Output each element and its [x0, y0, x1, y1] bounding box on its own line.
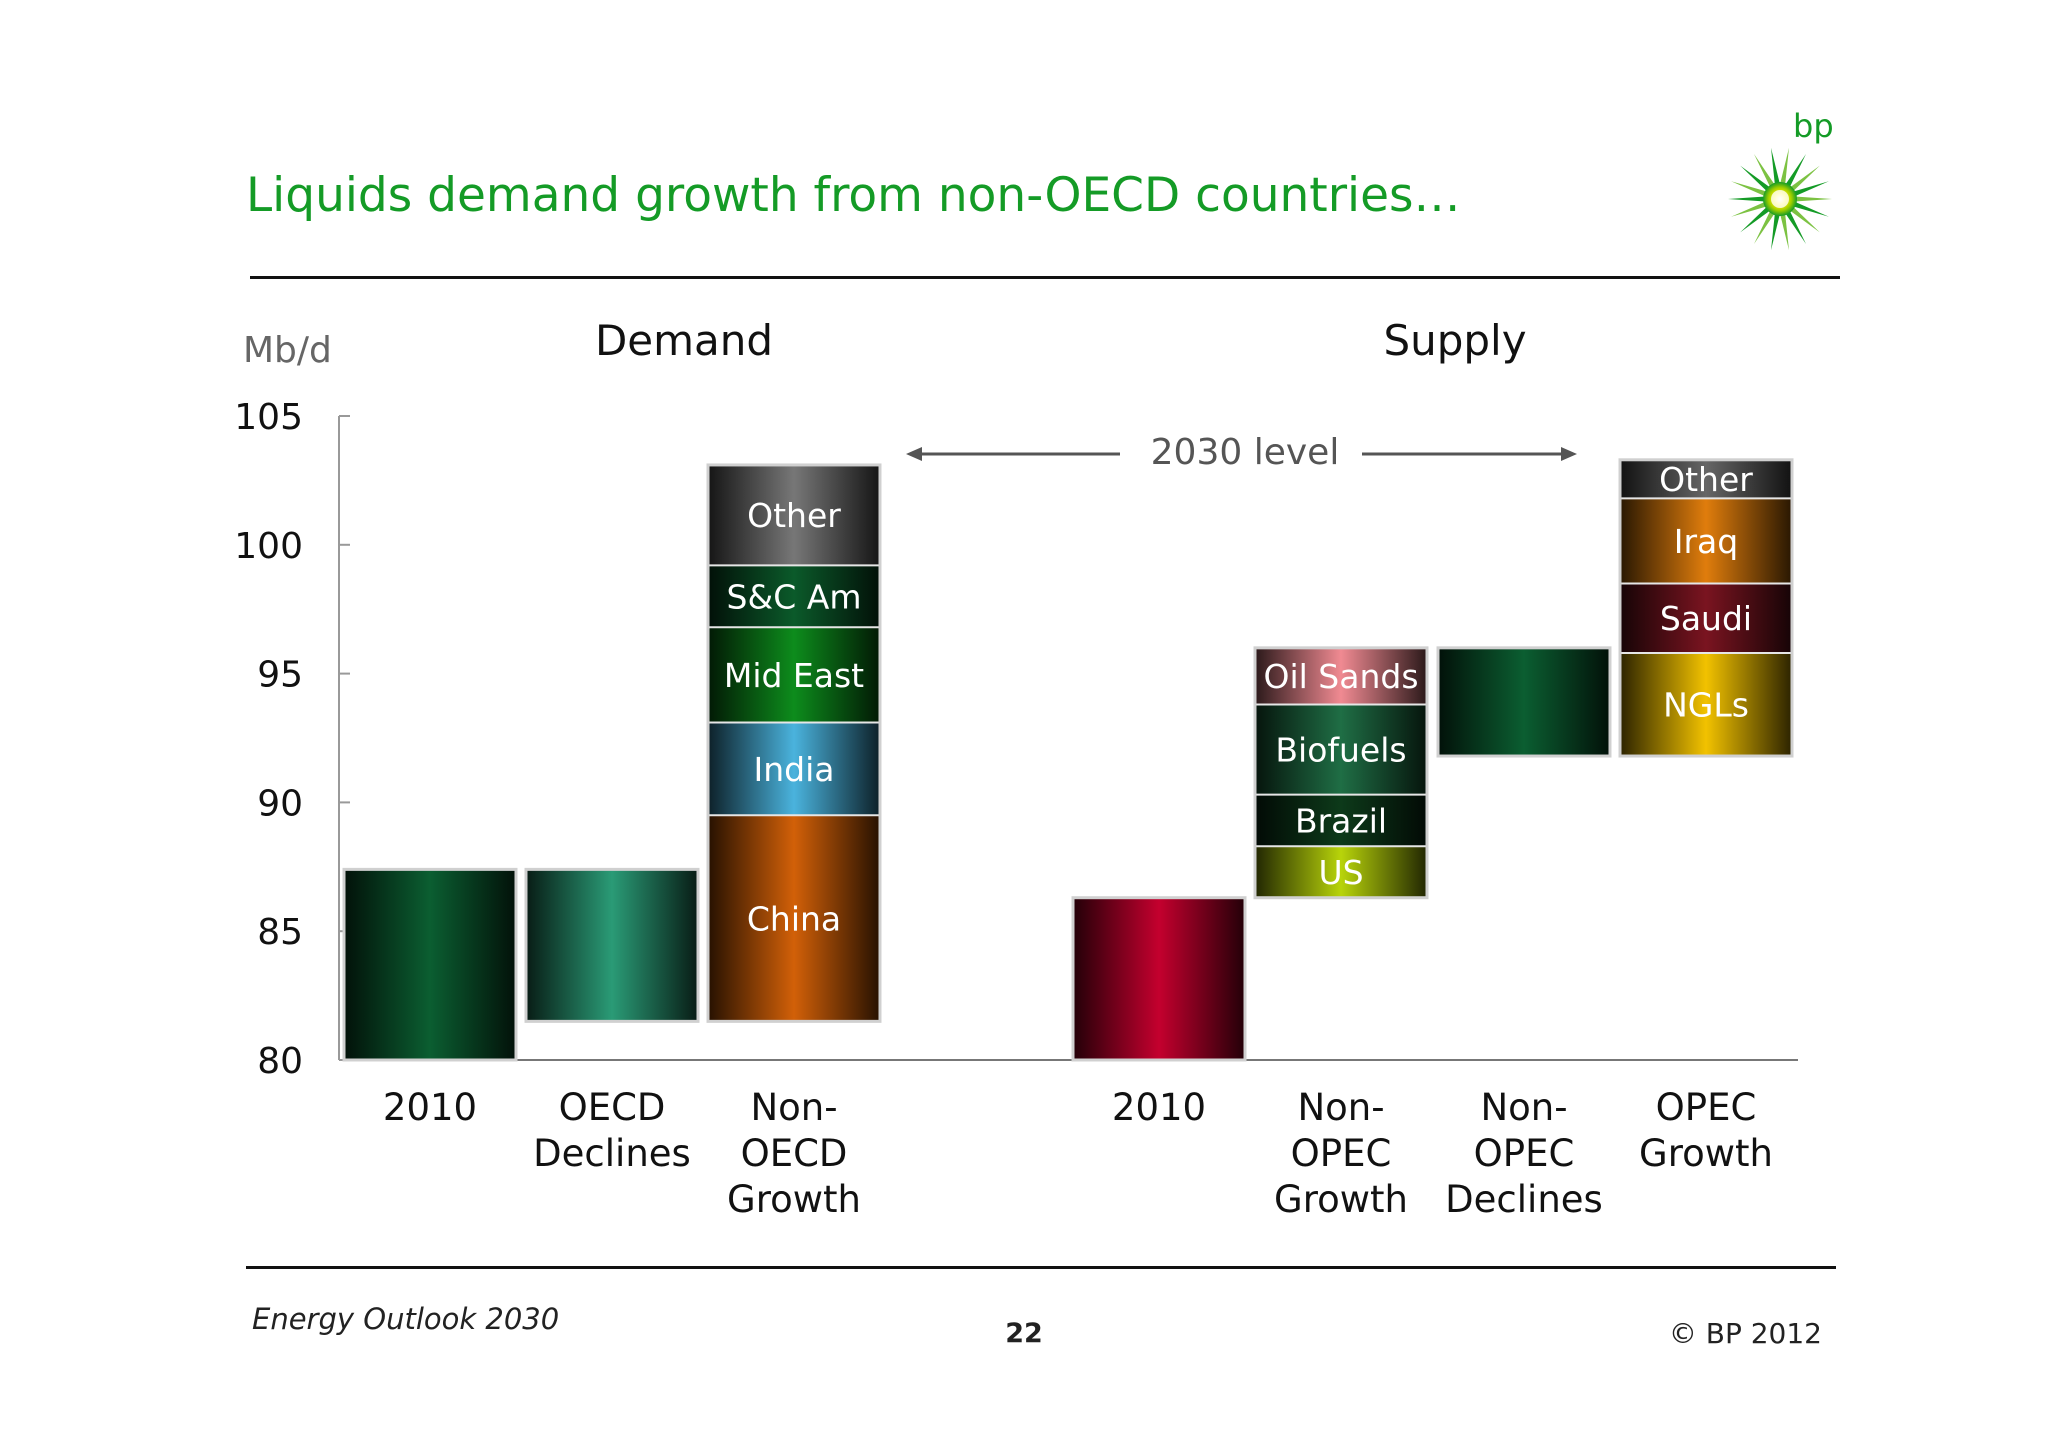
bar-segment-china	[708, 815, 880, 1022]
segment-label: Iraq	[1674, 522, 1738, 561]
segment-label: NGLs	[1663, 686, 1749, 725]
segment-label: Brazil	[1295, 801, 1387, 840]
footer-divider	[246, 1266, 1836, 1269]
bar-outline	[342, 867, 518, 1062]
bar-segment-ngls	[1620, 652, 1792, 757]
bar-outline	[1618, 458, 1794, 758]
bar-segment-us	[1255, 846, 1427, 898]
x-category-label: 2010	[1112, 1086, 1206, 1129]
bar-segment-iraq	[1620, 498, 1792, 584]
demand-group-title: Demand	[595, 316, 773, 365]
bar-outline	[524, 867, 700, 1023]
segment-label: Other	[1659, 460, 1753, 499]
segment-label: Oil Sands	[1263, 657, 1418, 696]
helios-sun-icon	[1728, 147, 1832, 251]
helios-ray	[1794, 196, 1832, 202]
y-tick-label: 100	[234, 526, 303, 567]
bp-logo-text: bp	[1793, 107, 1834, 145]
bar-outline	[1436, 646, 1612, 758]
y-tick-label: 105	[234, 397, 303, 438]
bar-segment-mid-east	[708, 627, 880, 723]
helios-ray	[1785, 210, 1806, 244]
x-category-label: 2010	[383, 1086, 477, 1129]
helios-ray	[1771, 213, 1780, 251]
segment-label: Other	[747, 496, 841, 535]
bar-outline	[1071, 896, 1247, 1062]
bar-segment-saudi	[1620, 583, 1792, 653]
helios-ray	[1754, 210, 1775, 244]
bar-segment-biofuels	[1255, 704, 1427, 795]
helios-ray	[1740, 165, 1771, 192]
level-arrowhead-right-icon	[1561, 447, 1577, 461]
helios-ray	[1780, 213, 1789, 251]
bar-segment-s-c-am	[708, 565, 880, 628]
y-tick-label: 90	[257, 783, 303, 824]
segment-label: Saudi	[1660, 599, 1752, 638]
bar-segment	[1073, 897, 1245, 1060]
helios-ray	[1728, 196, 1766, 202]
x-category-label: Non-OPEC Declines	[1445, 1086, 1603, 1221]
supply-group-title: Supply	[1383, 316, 1526, 365]
level-annotation-text: 2030 level	[1151, 432, 1340, 473]
bar-segment-oil-sands	[1255, 647, 1427, 705]
helios-ray	[1793, 181, 1829, 197]
y-tick-label: 95	[257, 655, 303, 696]
footer-page-number: 22	[1005, 1318, 1043, 1349]
x-category-label: Non-OPEC Growth	[1274, 1086, 1408, 1221]
helios-ray	[1771, 147, 1780, 185]
bar-segment	[526, 869, 698, 1022]
bar-segment	[1438, 647, 1610, 757]
helios-ray	[1731, 181, 1767, 197]
helios-ray	[1754, 154, 1775, 188]
segment-label: Mid East	[724, 656, 864, 695]
helios-ray	[1793, 201, 1829, 217]
segment-label: Biofuels	[1275, 731, 1406, 770]
bar-segment-india	[708, 722, 880, 816]
bar-outline	[1253, 646, 1429, 900]
helios-ray	[1789, 165, 1820, 192]
helios-ray	[1731, 201, 1767, 217]
helios-ray	[1785, 154, 1806, 188]
y-axis-label: Mb/d	[243, 330, 332, 371]
level-annotation: 2030 level	[906, 432, 1577, 473]
segment-label: China	[747, 899, 841, 938]
bar-segment	[344, 869, 516, 1060]
helios-ray	[1789, 206, 1820, 233]
y-tick-label: 80	[257, 1041, 303, 1082]
helios-ray	[1740, 206, 1771, 233]
segment-label: S&C Am	[727, 577, 862, 616]
footer-copyright: © BP 2012	[1668, 1317, 1822, 1350]
bar-outline	[706, 463, 882, 1023]
x-category-label: OPEC Growth	[1639, 1086, 1773, 1175]
header-divider	[250, 276, 1840, 279]
x-category-label: OECD Declines	[533, 1086, 691, 1175]
bar-segment-other	[708, 464, 880, 566]
slide-title: Liquids demand growth from non-OECD coun…	[246, 168, 1461, 223]
helios-ray	[1780, 147, 1789, 185]
x-category-label: Non-OECD Growth	[727, 1086, 861, 1221]
segment-label: India	[754, 750, 835, 789]
bar-segment-other	[1620, 459, 1792, 499]
footer-publication: Energy Outlook 2030	[252, 1302, 560, 1336]
level-arrowhead-left-icon	[906, 447, 922, 461]
y-tick-label: 85	[257, 912, 303, 953]
segment-label: US	[1318, 853, 1363, 892]
bar-segment-brazil	[1255, 794, 1427, 847]
